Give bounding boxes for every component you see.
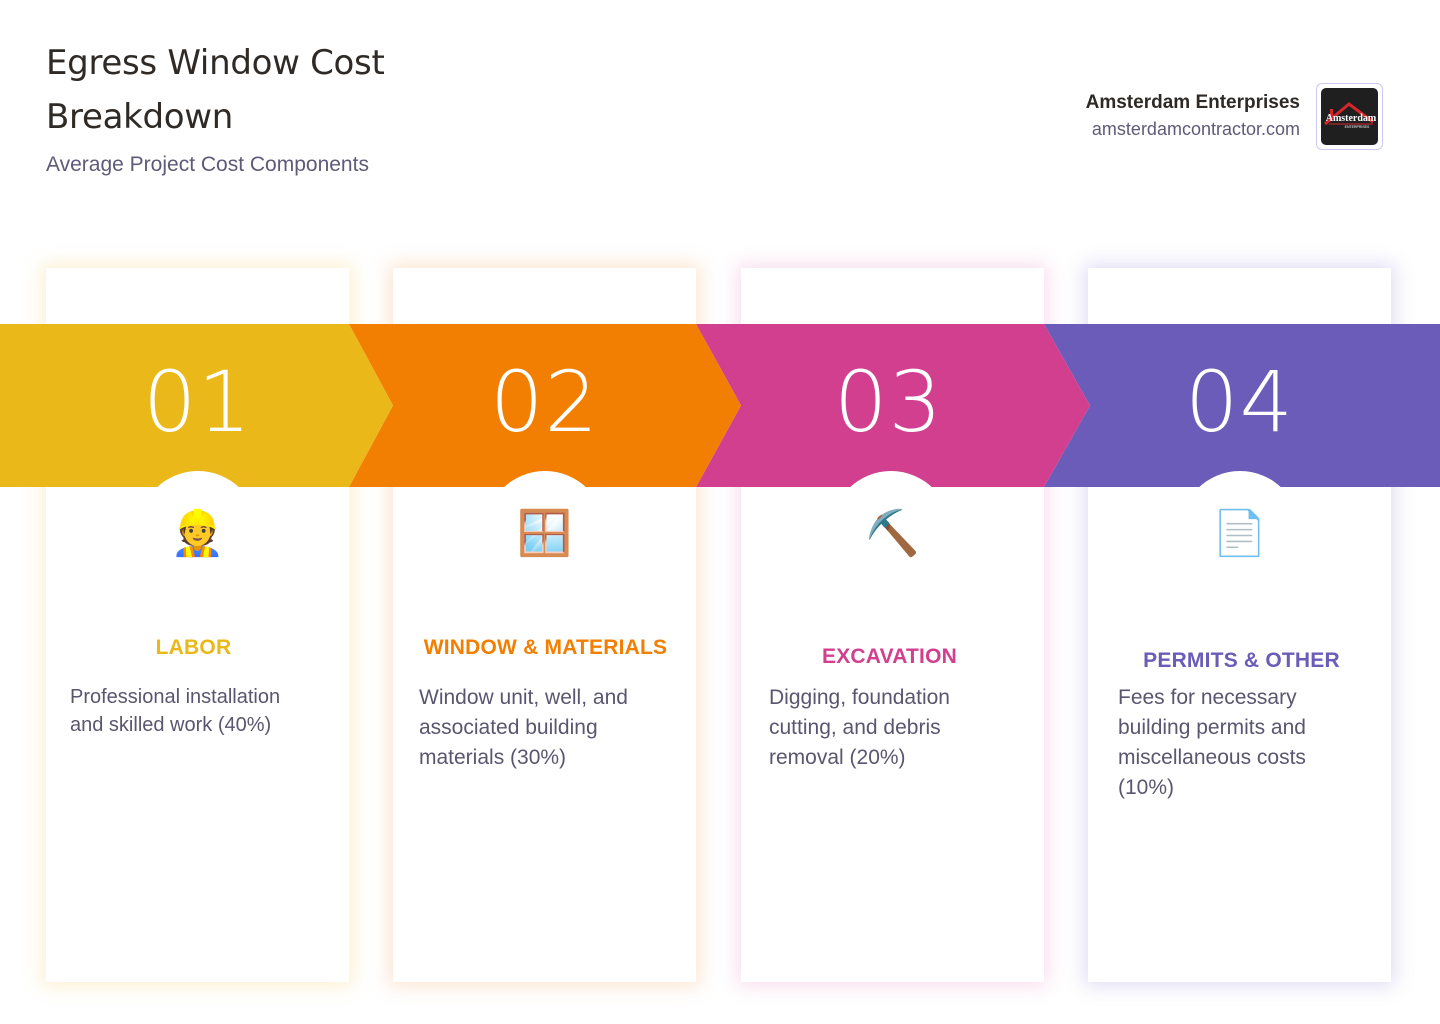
step-number-1: 01	[143, 353, 252, 451]
step-description-window-materials: Window unit, well, and associated buildi…	[419, 686, 628, 769]
svg-text:Amsterdam: Amsterdam	[1326, 113, 1377, 124]
chevron-step-3	[696, 324, 1090, 487]
chevron-band	[0, 324, 1440, 487]
step-description-excavation: Digging, foundation cutting, and debris …	[769, 686, 950, 769]
logo-house-icon: Amsterdam ENTERPRISES	[1321, 88, 1378, 145]
step-label-labor: LABOR	[155, 636, 232, 659]
chevron-step-2	[349, 324, 741, 487]
chevron-step-1	[0, 324, 393, 487]
step-number-4: 04	[1185, 353, 1294, 451]
svg-text:ENTERPRISES: ENTERPRISES	[1345, 125, 1370, 129]
step-label-window-materials: WINDOW & MATERIALS	[423, 636, 668, 659]
step-label-permits: PERMITS & OTHER	[1143, 649, 1340, 672]
step-number-2: 02	[490, 353, 599, 451]
brand-url[interactable]: amsterdamcontractor.com	[1091, 119, 1300, 139]
page-title: Egress Window Cost Breakdown	[46, 43, 385, 137]
page-subtitle: Average Project Cost Components	[46, 153, 369, 176]
window-icon: 🪟	[517, 508, 572, 559]
pick-icon: ⛏️	[865, 508, 920, 559]
document-icon: 📄	[1212, 508, 1267, 559]
step-number-3: 03	[834, 353, 943, 451]
brand-name: Amsterdam Enterprises	[1085, 92, 1300, 113]
chevron-step-4	[1044, 324, 1440, 487]
step-description-labor: Professional installation and skilled wo…	[70, 686, 281, 736]
step-description-permits: Fees for necessary building permits and …	[1118, 686, 1306, 799]
brand-logo: Amsterdam ENTERPRISES	[1316, 83, 1383, 150]
brand-block: Amsterdam Enterprises amsterdamcontracto…	[1086, 90, 1300, 142]
step-label-excavation: EXCAVATION	[821, 645, 957, 668]
construction-worker-icon: 👷	[170, 508, 225, 559]
